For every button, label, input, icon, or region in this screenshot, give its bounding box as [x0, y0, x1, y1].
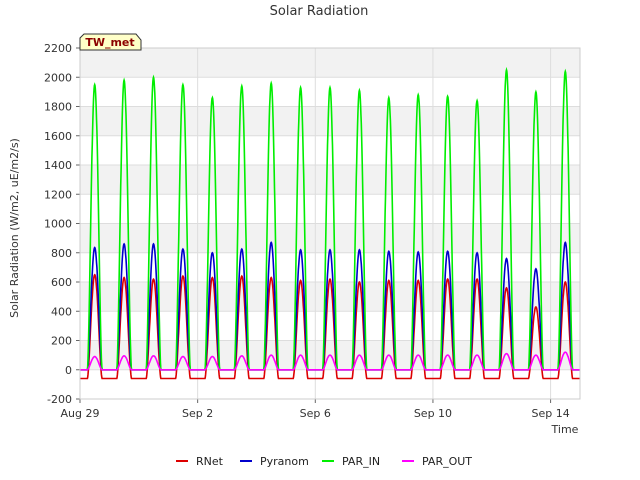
x-axis-title: Time [551, 423, 579, 436]
legend-label: RNet [196, 455, 224, 468]
y-tick-label: 1000 [44, 218, 72, 231]
y-tick-label: 600 [51, 276, 72, 289]
legend-label: Pyranom [260, 455, 309, 468]
station-badge-label: TW_met [85, 36, 134, 49]
y-axis-title: Solar Radiation (W/m2, uE/m2/s) [8, 138, 21, 318]
series-line-rnet [80, 273, 580, 380]
plot-band [80, 223, 580, 253]
series-line-par-in [80, 66, 580, 371]
legend-label: PAR_OUT [422, 455, 472, 468]
y-tick-label: 2200 [44, 42, 72, 55]
chart-title: Solar Radiation [270, 4, 369, 19]
plot-frame [79, 47, 581, 400]
plot-band [80, 106, 580, 136]
plot-band [80, 282, 580, 312]
y-tick-label: 1600 [44, 130, 72, 143]
station-badge-box [79, 33, 142, 51]
series-line-par-out [80, 351, 580, 371]
y-tick-label: 1800 [44, 101, 72, 114]
axes: -200 0 200 400 600 800 1000 1200 1400 1600 1800 200… [44, 42, 581, 420]
y-tick-label: 2000 [44, 71, 72, 84]
plot-band [80, 48, 580, 78]
y-tick-label: 800 [51, 247, 72, 260]
x-tick-label: Sep 10 [414, 407, 452, 420]
y-tick-label: 400 [51, 305, 72, 318]
x-tick-label: Sep 2 [182, 407, 213, 420]
y-tick-label: 200 [51, 335, 72, 348]
y-tick-label: -200 [47, 393, 72, 406]
y-tick-label: 1200 [44, 188, 72, 201]
y-tick-label: 1400 [44, 159, 72, 172]
plot-band [80, 165, 580, 195]
y-tick-label: 0 [65, 364, 72, 377]
series-lines [80, 66, 580, 380]
legend: RNet Pyranom PAR_IN PAR_OUT [176, 455, 472, 468]
x-tick-label: Sep 6 [300, 407, 331, 420]
x-tick-label: Sep 14 [531, 407, 569, 420]
x-tick-label: Aug 29 [61, 407, 100, 420]
legend-label: PAR_IN [342, 455, 380, 468]
station-badge: TW_met [79, 33, 142, 51]
series-line-pyranom [80, 241, 580, 371]
